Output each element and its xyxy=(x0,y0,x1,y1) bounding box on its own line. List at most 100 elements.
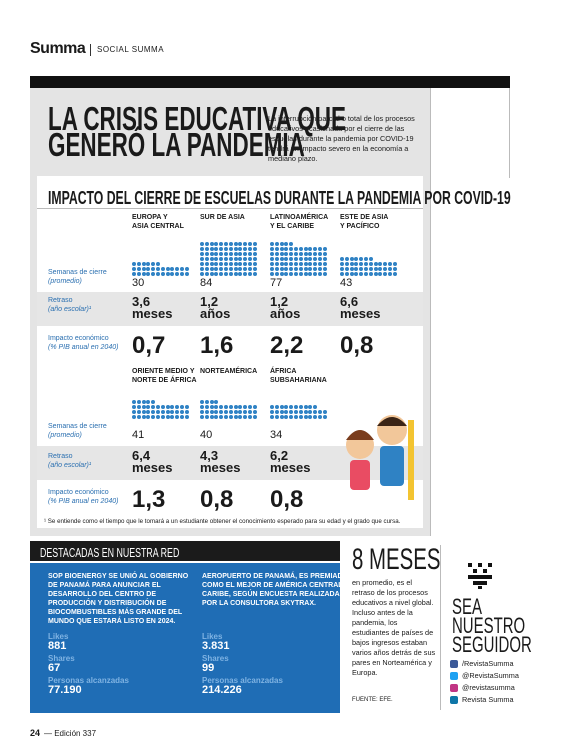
rule xyxy=(509,88,510,178)
dot xyxy=(392,272,397,276)
dot xyxy=(204,405,209,409)
dot xyxy=(233,405,238,409)
dot xyxy=(184,272,189,276)
stat-value: 214.226 xyxy=(202,684,242,696)
row-label: Semanas de cierre xyxy=(48,269,107,276)
account: Revista Summa xyxy=(462,695,514,704)
dot xyxy=(274,267,279,271)
dot xyxy=(303,405,308,409)
dot xyxy=(214,257,219,261)
row-label: (% PIB anual en 2040) xyxy=(48,498,119,505)
dot xyxy=(209,410,214,414)
dot xyxy=(238,242,243,246)
weeks-value: 30 xyxy=(132,277,145,289)
dot xyxy=(284,410,289,414)
row-label: Retraso xyxy=(48,297,73,304)
dot xyxy=(204,272,209,276)
dot xyxy=(141,415,146,419)
dot xyxy=(200,247,204,251)
dot xyxy=(156,410,160,414)
divider xyxy=(90,44,91,56)
dot xyxy=(349,257,354,261)
dot xyxy=(344,262,349,266)
impact-value: 1,6 xyxy=(200,332,234,359)
dot xyxy=(308,405,313,409)
dot xyxy=(308,272,313,276)
impact-value: 0,7 xyxy=(132,332,166,359)
dot xyxy=(170,267,175,271)
account: /RevistaSumma xyxy=(462,659,514,668)
dot xyxy=(248,252,252,256)
dot xyxy=(274,257,279,261)
dot xyxy=(378,267,383,271)
dot xyxy=(146,405,151,409)
dot xyxy=(214,242,219,246)
dot xyxy=(303,257,308,261)
row-label: Impacto económico xyxy=(48,335,109,342)
dot xyxy=(270,262,274,266)
dot xyxy=(175,410,180,414)
rule xyxy=(440,545,441,710)
delay-value: 1,2 xyxy=(200,294,219,309)
dot xyxy=(298,247,303,251)
region-name: ÁFRICA xyxy=(270,368,297,375)
delay-value: 1,2 xyxy=(270,294,289,309)
dot xyxy=(214,405,219,409)
dot xyxy=(219,415,224,419)
dot xyxy=(200,262,204,266)
dot xyxy=(284,405,289,409)
dot xyxy=(294,267,298,271)
dot xyxy=(373,272,378,276)
dot xyxy=(243,242,248,246)
dot xyxy=(274,272,279,276)
dot xyxy=(200,405,204,409)
region-name: Y PACÍFICO xyxy=(340,223,380,230)
dot xyxy=(141,262,146,266)
dot xyxy=(274,252,279,256)
dot xyxy=(233,267,238,271)
dot xyxy=(243,257,248,261)
delay-value: 6,6 xyxy=(340,294,359,309)
dot xyxy=(279,257,284,261)
stat-label: Shares xyxy=(48,654,75,663)
dot xyxy=(294,257,298,261)
follow-icon xyxy=(468,563,492,589)
dot xyxy=(160,415,165,419)
dot xyxy=(141,405,146,409)
dot xyxy=(313,272,318,276)
delay-value: 4,3 xyxy=(200,448,219,463)
dot xyxy=(151,262,156,266)
dot xyxy=(200,242,204,246)
dot xyxy=(252,272,257,276)
network-title: DESTACADAS EN NUESTRA RED xyxy=(40,545,180,560)
dot xyxy=(146,262,151,266)
dot xyxy=(160,267,165,271)
dot xyxy=(313,415,318,419)
dot xyxy=(279,242,284,246)
dot xyxy=(238,405,243,409)
dot xyxy=(160,272,165,276)
dot xyxy=(354,257,359,261)
dot xyxy=(284,262,289,266)
dot xyxy=(146,415,151,419)
dot xyxy=(238,272,243,276)
dot xyxy=(146,410,151,414)
dot xyxy=(233,410,238,414)
dot xyxy=(274,242,279,246)
dot xyxy=(151,267,156,271)
dot xyxy=(270,415,274,419)
dot xyxy=(298,252,303,256)
dot xyxy=(200,415,204,419)
dot xyxy=(238,257,243,261)
dot xyxy=(383,267,388,271)
dot xyxy=(151,272,156,276)
stat-label: Likes xyxy=(48,632,69,641)
dot xyxy=(200,272,204,276)
dot xyxy=(252,257,257,261)
dot xyxy=(233,262,238,266)
dot xyxy=(364,267,368,271)
dot xyxy=(151,400,156,404)
dot xyxy=(252,410,257,414)
dot xyxy=(298,415,303,419)
dot xyxy=(313,410,318,414)
